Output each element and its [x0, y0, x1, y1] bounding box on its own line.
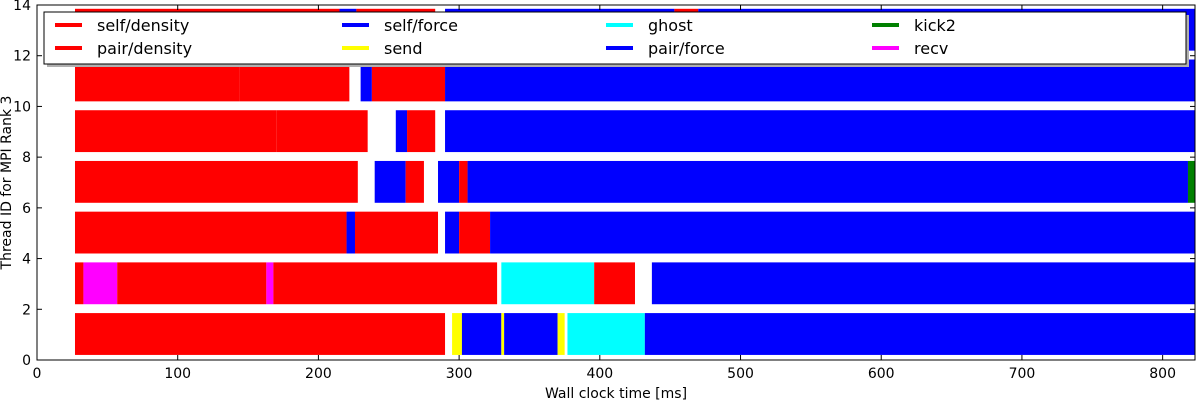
y-tick-label: 0 — [22, 353, 31, 369]
task-bar — [407, 110, 436, 153]
thread-row-0 — [74, 313, 1195, 355]
task-bar — [594, 262, 635, 305]
task-bar — [459, 160, 468, 203]
task-bar — [1187, 160, 1195, 203]
legend-label: kick2 — [914, 16, 956, 35]
task-bar — [276, 110, 368, 153]
legend-box — [43, 11, 1187, 65]
task-bar — [557, 313, 565, 355]
task-bar — [438, 160, 460, 203]
task-bar — [74, 211, 347, 254]
task-bar — [83, 262, 118, 305]
x-tick-label: 500 — [727, 366, 754, 382]
legend-label: send — [384, 39, 422, 58]
task-bar — [490, 211, 1195, 254]
legend-item: kick2 — [872, 16, 956, 35]
task-bar — [405, 160, 424, 203]
task-bar — [467, 160, 1188, 203]
task-bar — [567, 313, 645, 355]
x-tick-label: 200 — [305, 366, 332, 382]
task-bar — [74, 262, 84, 305]
task-bar — [74, 160, 358, 203]
axes-frame — [36, 4, 1196, 361]
task-bar — [74, 110, 277, 153]
task-bar — [651, 262, 1195, 305]
legend-item: ghost — [606, 16, 693, 35]
y-tick-label: 14 — [13, 0, 31, 14]
task-bar — [360, 59, 372, 102]
legend-label: self/force — [384, 16, 458, 35]
x-tick-label: 400 — [586, 366, 613, 382]
task-bar — [74, 313, 446, 355]
task-bar — [374, 160, 406, 203]
legend-item: pair/force — [606, 39, 725, 58]
y-tick-label: 2 — [22, 302, 31, 318]
x-tick-label: 600 — [868, 366, 895, 382]
legend-item: recv — [872, 39, 948, 58]
legend-label: pair/force — [648, 39, 725, 58]
legend-label: recv — [914, 39, 948, 58]
thread-row-4 — [74, 110, 1195, 153]
task-bar — [501, 313, 505, 355]
task-bar — [504, 313, 558, 355]
y-tick-label: 10 — [13, 99, 31, 115]
x-tick-label: 100 — [164, 366, 191, 382]
legend-label: ghost — [648, 16, 693, 35]
thread-row-2 — [74, 211, 1195, 254]
task-bar — [445, 110, 1195, 153]
task-bar — [644, 313, 1195, 355]
task-bar — [395, 110, 408, 153]
x-tick-label: 300 — [446, 366, 473, 382]
task-bar — [117, 262, 267, 305]
x-tick-label: 0 — [33, 366, 42, 382]
task-bar — [354, 211, 439, 254]
task-bar — [461, 313, 502, 355]
legend: self/density pair/density self/force send gh… — [43, 11, 1189, 67]
legend-item: pair/density — [55, 39, 192, 58]
task-bar — [266, 262, 274, 305]
x-axis-label: Wall clock time [ms] — [545, 386, 687, 400]
y-tick-label: 12 — [13, 49, 31, 65]
x-tick-label: 700 — [1009, 366, 1036, 382]
legend-label: pair/density — [97, 39, 192, 58]
task-bar — [346, 211, 355, 254]
thread-row-1 — [74, 262, 1195, 305]
x-tick-label: 800 — [1149, 366, 1176, 382]
y-axis-label: Thread ID for MPI Rank 3 — [0, 96, 15, 271]
legend-label: self/density — [97, 16, 189, 35]
y-tick-label: 8 — [22, 150, 31, 166]
y-tick-label: 6 — [22, 201, 31, 217]
task-bar — [445, 211, 460, 254]
axes: 0 100 200 300 400 500 600 700 800 0 2 4 6 8 10 12 14 — [13, 0, 1196, 382]
legend-item: send — [342, 39, 422, 58]
y-tick-label: 4 — [22, 252, 31, 268]
task-bar — [501, 262, 595, 305]
task-bar — [452, 313, 462, 355]
legend-item: self/force — [342, 16, 458, 35]
thread-row-3 — [74, 160, 1195, 203]
task-bar — [273, 262, 498, 305]
task-bar — [459, 211, 491, 254]
legend-item: self/density — [55, 16, 189, 35]
